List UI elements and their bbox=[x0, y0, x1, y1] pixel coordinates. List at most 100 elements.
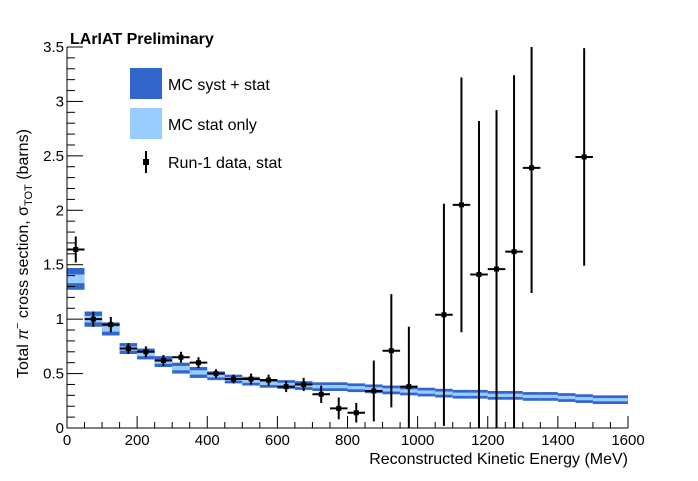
data-point bbox=[172, 351, 190, 363]
x-tick-label: 1600 bbox=[611, 432, 644, 449]
data-marker bbox=[406, 384, 412, 390]
data-point bbox=[67, 236, 85, 263]
mc-stat-band-bin bbox=[172, 365, 190, 371]
data-point bbox=[137, 346, 155, 358]
mc-stat-band-bin bbox=[557, 395, 576, 400]
data-point bbox=[189, 357, 208, 369]
data-marker bbox=[494, 266, 500, 272]
data-point bbox=[435, 203, 453, 426]
mc-stat-band-bin bbox=[540, 394, 558, 399]
y-tick-label: 2 bbox=[56, 202, 64, 219]
data-marker bbox=[511, 249, 517, 255]
data-marker bbox=[458, 202, 464, 208]
data-marker bbox=[301, 381, 307, 387]
legend-swatch bbox=[130, 68, 162, 99]
x-tick-label: 200 bbox=[125, 432, 150, 449]
data-point bbox=[329, 397, 348, 420]
data-point bbox=[575, 48, 593, 266]
data-marker bbox=[160, 358, 166, 364]
mc-stat-band-bin bbox=[417, 390, 436, 394]
data-point bbox=[102, 316, 120, 333]
data-marker bbox=[248, 376, 254, 382]
data-marker bbox=[90, 316, 96, 322]
data-marker bbox=[441, 312, 447, 318]
mc-stat-band-bin bbox=[329, 385, 348, 389]
data-marker bbox=[73, 246, 79, 252]
y-tick-label: 1.5 bbox=[43, 257, 64, 274]
y-axis-label: Total π− cross section, σTOT (barns) bbox=[12, 129, 35, 378]
legend-entry: MC syst + stat bbox=[130, 68, 270, 99]
mc-stat-band-bin bbox=[610, 398, 628, 402]
data-point bbox=[294, 377, 313, 391]
mc-stat-band-bin bbox=[67, 274, 85, 284]
data-point bbox=[487, 110, 506, 428]
y-tick-label: 1 bbox=[56, 311, 64, 328]
x-tick-label: 600 bbox=[265, 432, 290, 449]
mc-stat-band-bin bbox=[522, 394, 541, 399]
data-point bbox=[154, 355, 173, 366]
data-marker bbox=[581, 154, 587, 160]
data-marker bbox=[529, 165, 535, 171]
mc-stat-band-bin bbox=[575, 396, 593, 401]
data-marker bbox=[108, 322, 114, 328]
data-marker bbox=[318, 391, 324, 397]
data-point bbox=[505, 75, 523, 428]
legend: MC syst + stat MC stat only Run-1 data, st… bbox=[130, 68, 282, 173]
data-marker bbox=[353, 410, 359, 416]
data-point bbox=[84, 311, 103, 327]
mc-stat-band-bin bbox=[452, 392, 471, 396]
data-marker bbox=[178, 354, 184, 360]
legend-swatch bbox=[130, 108, 162, 139]
mc-stat-band-bin bbox=[189, 370, 208, 375]
x-tick-label: 800 bbox=[335, 432, 360, 449]
data-point bbox=[400, 326, 418, 428]
data-marker bbox=[283, 384, 289, 390]
y-tick-label: 3.5 bbox=[43, 39, 64, 56]
data-point bbox=[119, 343, 138, 354]
x-tick-label: 400 bbox=[195, 432, 220, 449]
y-tick-label: 0 bbox=[56, 420, 64, 437]
data-marker bbox=[231, 376, 237, 382]
data-point bbox=[522, 47, 541, 294]
data-point bbox=[365, 360, 383, 422]
legend-entry: MC stat only bbox=[130, 108, 257, 139]
data-marker bbox=[125, 346, 131, 352]
legend-label: Run-1 data, stat bbox=[168, 155, 282, 172]
data-point bbox=[312, 385, 330, 403]
x-tick-label: 1000 bbox=[401, 432, 434, 449]
legend-entry: Run-1 data, stat bbox=[143, 151, 282, 173]
data-marker bbox=[371, 388, 377, 394]
y-tick-label: 0.5 bbox=[43, 366, 64, 383]
data-point bbox=[347, 402, 366, 423]
y-tick-label: 2.5 bbox=[43, 148, 64, 165]
y-tick-label: 3 bbox=[56, 93, 64, 110]
data-marker bbox=[388, 348, 394, 354]
data-point bbox=[242, 373, 260, 385]
mc-stat-band-bin bbox=[347, 386, 366, 390]
data-marker bbox=[266, 377, 272, 383]
x-axis-label: Reconstructed Kinetic Energy (MeV) bbox=[369, 451, 628, 468]
data-point bbox=[224, 374, 243, 384]
mc-stat-band-bin bbox=[592, 398, 611, 402]
data-marker bbox=[336, 405, 342, 411]
legend-label: MC stat only bbox=[168, 117, 257, 134]
legend-marker bbox=[143, 159, 149, 165]
data-point bbox=[382, 294, 401, 408]
data-marker bbox=[476, 272, 482, 278]
chart-title: LArIAT Preliminary bbox=[70, 31, 214, 48]
x-tick-label: 1400 bbox=[541, 432, 574, 449]
x-tick-label: 1200 bbox=[471, 432, 504, 449]
data-point bbox=[452, 77, 471, 333]
data-marker bbox=[195, 360, 201, 366]
data-point bbox=[259, 374, 278, 386]
data-points bbox=[67, 47, 593, 428]
data-point bbox=[207, 369, 225, 378]
data-point bbox=[470, 121, 488, 428]
data-marker bbox=[143, 349, 149, 355]
x-tick-label: 0 bbox=[63, 432, 71, 449]
data-point bbox=[277, 381, 295, 393]
axes: 0 200 400 600 800 1000 1200 1400 1600 0 0.5 1 1.5 2 2.… bbox=[43, 39, 645, 449]
legend-label: MC syst + stat bbox=[168, 77, 270, 94]
